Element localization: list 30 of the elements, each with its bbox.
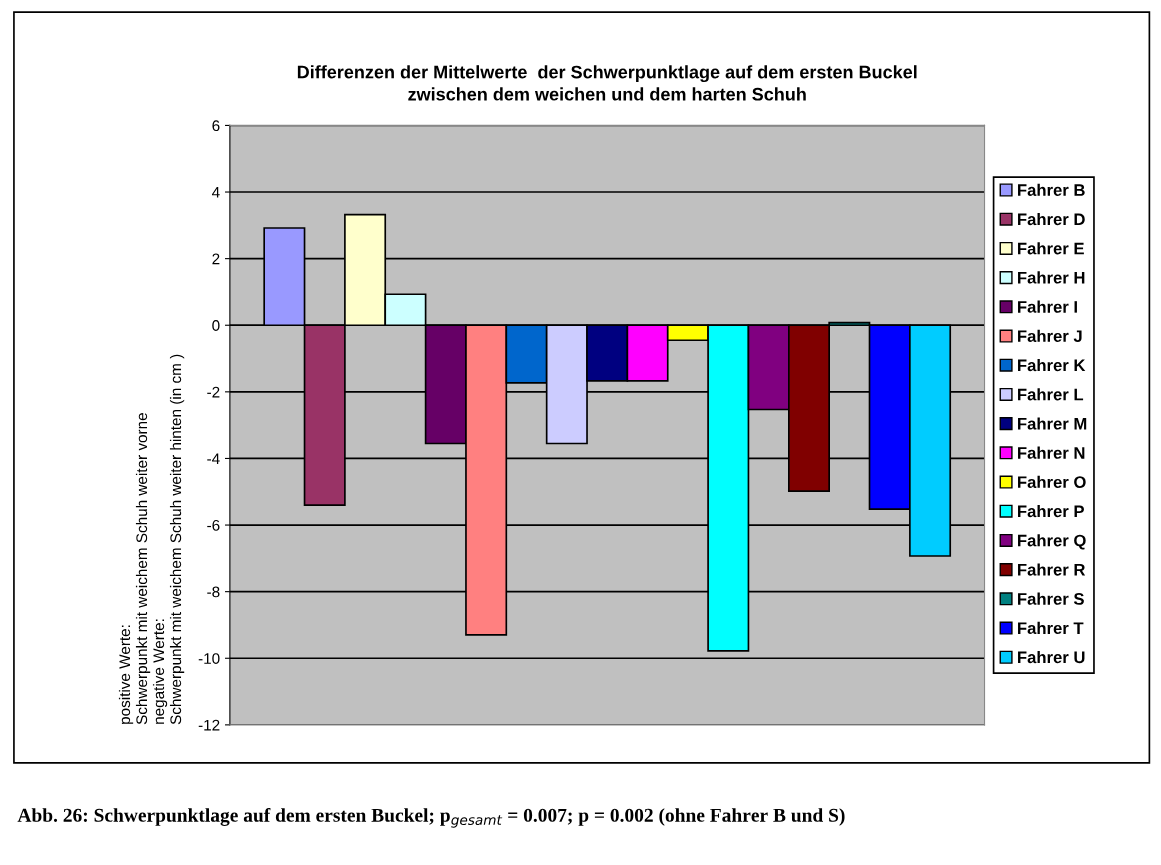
- y-tick-label: -12: [198, 719, 220, 731]
- legend-label: Fahrer D: [1018, 212, 1085, 226]
- legend-label: Fahrer Q: [1018, 534, 1086, 550]
- legend-label: Fahrer J: [1018, 329, 1082, 343]
- y-tick-label: 4: [212, 187, 220, 198]
- y-tick-label: 2: [212, 253, 220, 265]
- legend-label: Fahrer R: [1018, 563, 1086, 576]
- y-tick-label: -10: [198, 653, 220, 664]
- legend-label: Fahrer H: [1018, 271, 1085, 284]
- y-tick-label: 0: [212, 320, 220, 331]
- legend-label: Fahrer U: [1018, 651, 1085, 664]
- legend-label: Fahrer M: [1018, 417, 1087, 430]
- y-tick-label: -8: [207, 586, 220, 598]
- legend-label: Fahrer L: [1018, 388, 1084, 401]
- legend-label: Fahrer N: [1018, 446, 1085, 459]
- legend-label: Fahrer I: [1018, 300, 1077, 313]
- y-tick-label: 6: [212, 120, 220, 132]
- legend-label: Fahrer O: [1018, 475, 1086, 489]
- chart-title: Differenzen der Mittelwerte der Schwerpunktlage auf dem ersten Buckel zwischen dem weichen und dem harten Schuh: [297, 65, 917, 101]
- y-tick-label: -2: [207, 386, 220, 398]
- legend-label: Fahrer E: [1018, 242, 1084, 255]
- legend-label: Fahrer P: [1018, 504, 1084, 518]
- legend-label: Fahrer T: [1018, 621, 1084, 635]
- y-axis-title: positive Werte: Schwerpunkt mit weichem Schuh weiter vorne negative Werte: Schwerpunkt mit weichem Schuh weiter hinten (in cm ): [118, 354, 185, 725]
- legend-label: Fahrer K: [1018, 358, 1086, 372]
- y-tick-label: -4: [207, 453, 220, 464]
- legend-label: Fahrer B: [1018, 183, 1085, 196]
- y-tick-label: -6: [207, 519, 220, 531]
- legend-label: Fahrer S: [1018, 592, 1084, 605]
- caption: Abb. 26: Schwerpunktlage auf dem ersten Buckel; p$_{gesamt}$ = 0.007; p = 0.002 (ohne Fahrer B und S): [17, 807, 845, 828]
